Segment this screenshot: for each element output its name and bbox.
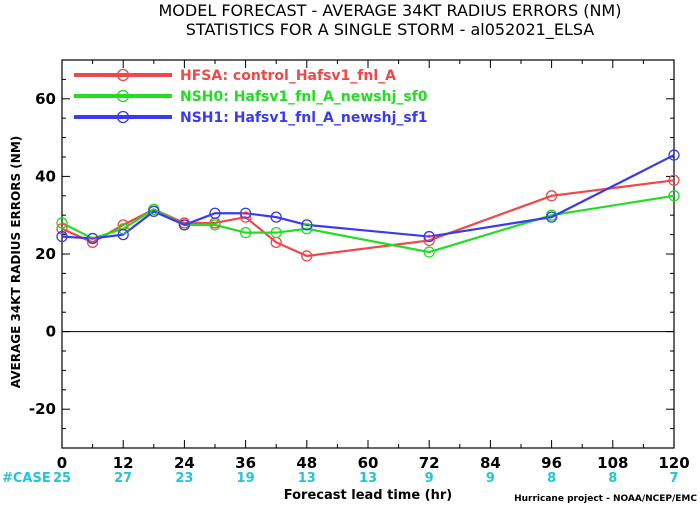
case-count: 13 — [359, 471, 377, 486]
y-tick-label: 60 — [35, 90, 56, 108]
chart-title: MODEL FORECAST - AVERAGE 34KT RADIUS ERR… — [159, 1, 622, 20]
legend-label: NSH0: Hafsv1_fnl_A_newshj_sf0 — [180, 89, 428, 105]
case-count: 23 — [175, 471, 193, 486]
x-tick-label: 96 — [541, 454, 562, 472]
legend-swatch-marker — [116, 89, 130, 103]
y-tick-label: 0 — [46, 323, 56, 341]
case-count: 9 — [425, 471, 434, 486]
series-line-hfsa — [61, 179, 675, 258]
x-tick-label: 60 — [358, 454, 379, 472]
case-count: 8 — [608, 471, 617, 486]
y-tick-label: -20 — [29, 400, 56, 418]
legend-entry-nsh0: NSH0: Hafsv1_fnl_A_newshj_sf0 — [74, 89, 428, 105]
data-point-nsh1 — [270, 211, 282, 223]
case-count: 7 — [669, 471, 678, 486]
series-line-nsh1 — [61, 154, 675, 240]
data-point-hfsa — [545, 190, 558, 202]
data-point-nsh1 — [668, 149, 680, 161]
data-point-nsh0 — [239, 227, 252, 239]
legend-swatch-marker — [116, 68, 130, 82]
data-point-nsh1 — [545, 211, 558, 223]
data-point-nsh1 — [117, 228, 129, 241]
x-axis-ticks: 0 12 24 36 48 60 72 84 96 108 120 — [57, 60, 690, 472]
data-point-hfsa — [423, 234, 435, 247]
x-tick-label: 72 — [419, 454, 440, 472]
data-point-nsh0 — [423, 246, 435, 258]
data-point-nsh0 — [56, 217, 68, 229]
x-tick-label: 12 — [113, 454, 134, 472]
chart-subtitle: STATISTICS FOR A SINGLE STORM - al052021… — [186, 20, 595, 40]
data-point-nsh1 — [56, 230, 68, 243]
x-tick-label: 48 — [296, 454, 317, 472]
credit-text: Hurricane project - NOAA/NCEP/EMC — [514, 494, 697, 504]
data-point-nsh1 — [86, 232, 99, 245]
case-count: 13 — [298, 471, 316, 486]
y-axis-ticks: -20 0 20 40 60 — [29, 59, 674, 449]
data-point-hfsa — [56, 223, 68, 235]
x-tick-label: 108 — [597, 454, 628, 472]
y-axis-label: AVERAGE 34KT RADIUS ERRORS (NM) — [9, 136, 23, 388]
case-count: 9 — [486, 471, 495, 486]
x-tick-label: 36 — [235, 454, 256, 472]
legend-label: HFSA: control_Hafsv1_fnl_A — [180, 68, 396, 84]
y-tick-label: 40 — [35, 167, 56, 185]
x-tick-label: 120 — [658, 454, 689, 472]
legend-label: NSH1: Hafsv1_fnl_A_newshj_sf1 — [180, 110, 428, 126]
data-point-nsh1 — [423, 230, 435, 243]
data-point-nsh1 — [148, 205, 160, 217]
data-point-hfsa — [86, 236, 99, 249]
x-tick-label: 0 — [57, 454, 67, 472]
data-point-hfsa — [301, 250, 313, 262]
data-point-hfsa — [668, 174, 680, 186]
data-point-hfsa — [239, 211, 252, 223]
legend-entry-nsh1: NSH1: Hafsv1_fnl_A_newshj_sf1 — [74, 110, 428, 126]
case-count: 25 — [53, 471, 71, 486]
data-point-nsh0 — [668, 190, 680, 202]
legend-entry-hfsa: HFSA: control_Hafsv1_fnl_A — [74, 68, 396, 84]
legend: HFSA: control_Hafsv1_fnl_A NSH0: Hafsv1_f… — [74, 68, 428, 126]
x-axis-label: Forecast lead time (hr) — [284, 488, 452, 503]
x-tick-label: 84 — [480, 454, 501, 472]
data-point-nsh1 — [239, 207, 252, 219]
data-point-nsh1 — [209, 207, 221, 219]
case-count: 8 — [547, 471, 556, 486]
y-tick-label: 20 — [35, 245, 56, 263]
x-tick-label: 24 — [174, 454, 195, 472]
case-count: 27 — [114, 471, 132, 486]
data-point-nsh0 — [117, 223, 129, 235]
data-point-nsh0 — [209, 219, 221, 231]
data-point-nsh0 — [301, 223, 313, 235]
data-point-nsh0 — [270, 227, 282, 239]
case-label: #CASE — [2, 471, 51, 486]
series-layer — [56, 149, 680, 262]
case-count: 19 — [237, 471, 255, 486]
case-values: 25 27 23 19 13 13 9 9 8 8 7 — [53, 471, 679, 486]
legend-swatch-marker — [116, 110, 130, 124]
data-point-nsh1 — [301, 219, 313, 231]
data-point-nsh1 — [178, 219, 191, 231]
